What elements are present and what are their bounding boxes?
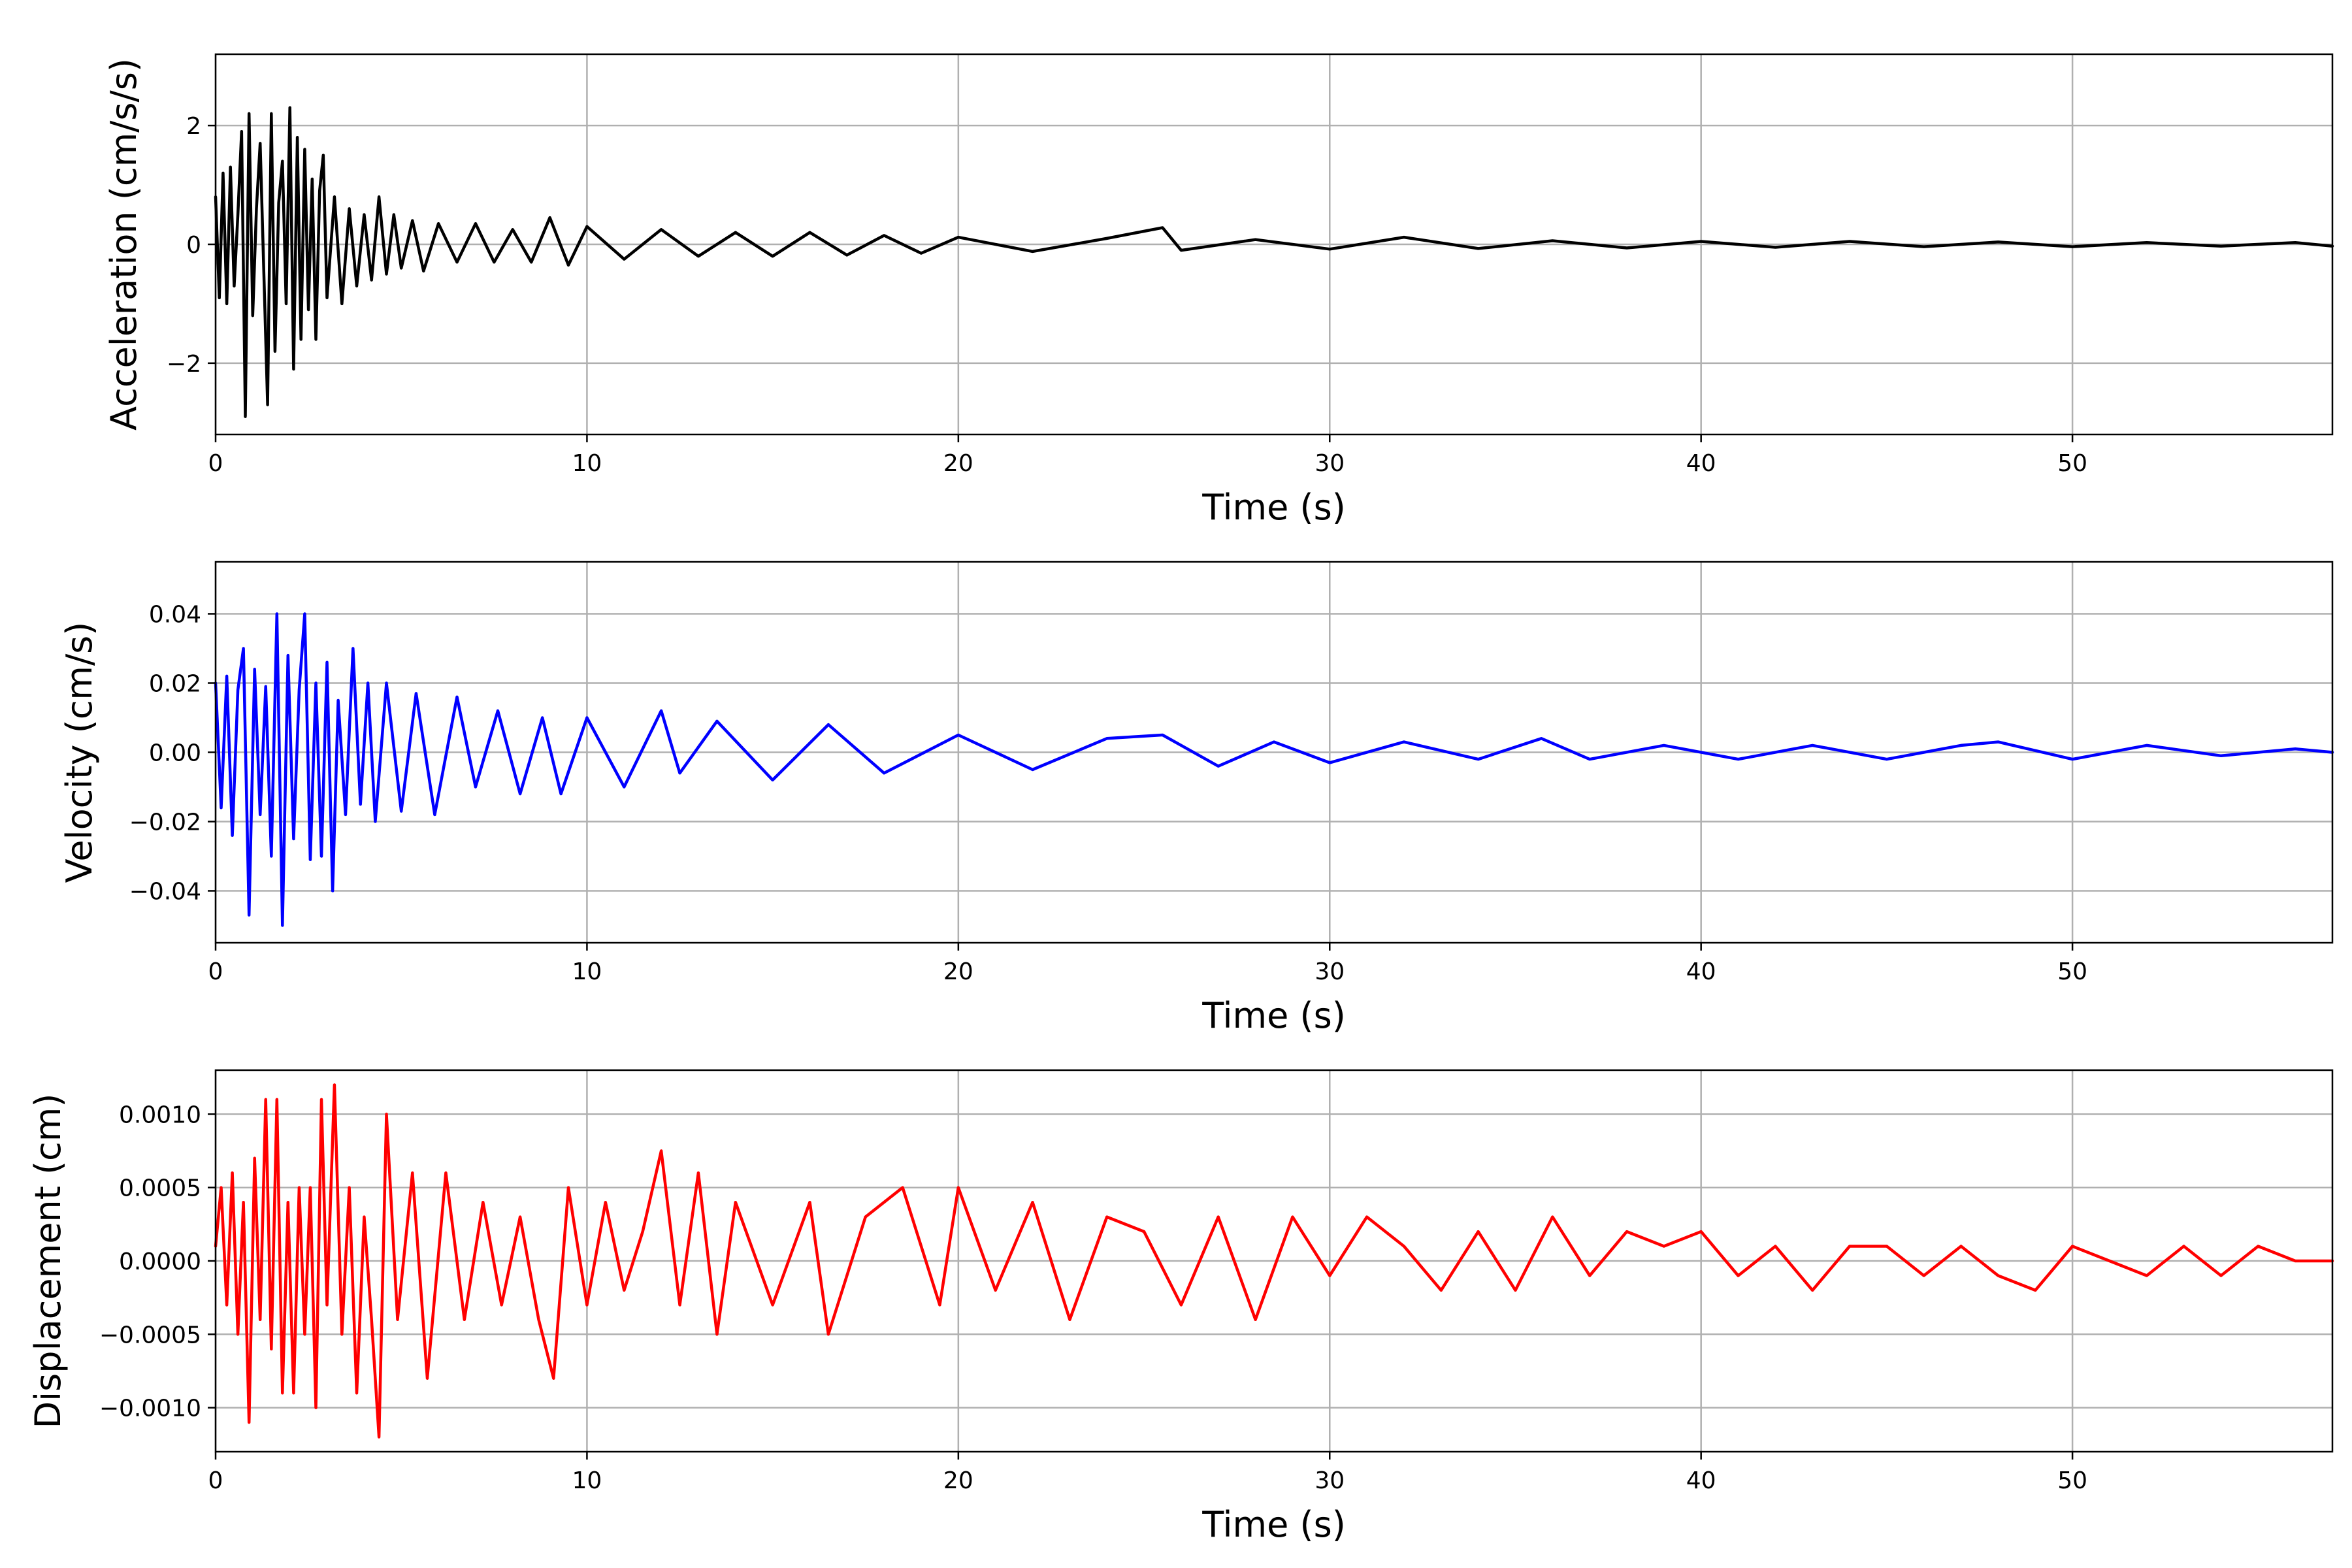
velocity-subplot: 0 10 20 30 40 50 −0.04 −0.02 0.00 0.02 0.04 Time (… — [59, 561, 2334, 1036]
displacement-x-tick-label: 10 — [572, 1467, 602, 1494]
displacement-x-tick-label: 0 — [208, 1467, 223, 1494]
acceleration-y-tick-label: 0 — [186, 232, 201, 259]
acceleration-x-axis-label: Time (s) — [1201, 487, 1346, 528]
velocity-y-tick-label: −0.04 — [129, 879, 201, 906]
displacement-x-tick-label: 20 — [943, 1467, 973, 1494]
velocity-x-tick-label: 20 — [943, 958, 973, 985]
displacement-series — [214, 1083, 2334, 1439]
acceleration-series — [214, 106, 2334, 418]
velocity-grid — [214, 562, 2332, 943]
acceleration-x-tick-label: 30 — [1315, 450, 1345, 477]
displacement-x-tick-label: 50 — [2057, 1467, 2087, 1494]
velocity-x-tick-label: 40 — [1686, 958, 1716, 985]
velocity-x-tick-label: 30 — [1315, 958, 1345, 985]
velocity-ticks: 0 10 20 30 40 50 −0.04 −0.02 0.00 0.02 0.04 — [129, 602, 2087, 986]
displacement-ticks: 0 10 20 30 40 50 −0.0010 −0.0005 0.0000 0.0005 0.0… — [99, 1102, 2087, 1494]
displacement-x-tick-label: 30 — [1315, 1467, 1345, 1494]
acceleration-y-tick-label: 2 — [186, 113, 201, 140]
displacement-y-axis-label: Displacement (cm) — [27, 1094, 69, 1429]
velocity-y-tick-label: 0.00 — [149, 740, 201, 767]
velocity-x-tick-label: 10 — [572, 958, 602, 985]
acceleration-ticks: 0 10 20 30 40 50 −2 0 2 — [167, 113, 2087, 477]
displacement-y-tick-label: 0.0000 — [119, 1249, 201, 1275]
acceleration-x-tick-label: 50 — [2057, 450, 2087, 477]
acceleration-x-tick-label: 10 — [572, 450, 602, 477]
velocity-y-tick-label: 0.04 — [149, 602, 201, 629]
displacement-y-tick-label: −0.0010 — [99, 1396, 201, 1422]
velocity-y-axis-label: Velocity (cm/s) — [59, 622, 100, 883]
displacement-y-tick-label: 0.0010 — [119, 1102, 201, 1128]
displacement-subplot: 0 10 20 30 40 50 −0.0010 −0.0005 0.0000 0.0005 0.0… — [27, 1069, 2334, 1545]
displacement-x-tick-label: 40 — [1686, 1467, 1716, 1494]
velocity-x-tick-label: 0 — [208, 958, 223, 985]
acceleration-x-tick-label: 40 — [1686, 450, 1716, 477]
acceleration-grid — [214, 54, 2332, 434]
acceleration-y-axis-label: Acceleration (cm/s/s) — [103, 58, 144, 431]
velocity-x-axis-label: Time (s) — [1201, 995, 1346, 1036]
velocity-x-tick-label: 50 — [2057, 958, 2087, 985]
velocity-y-tick-label: −0.02 — [129, 809, 201, 836]
displacement-x-axis-label: Time (s) — [1201, 1504, 1346, 1545]
velocity-series — [214, 612, 2334, 927]
acceleration-x-tick-label: 0 — [208, 450, 223, 477]
displacement-series-line — [214, 1083, 2334, 1439]
velocity-y-tick-label: 0.02 — [149, 671, 201, 698]
acceleration-x-tick-label: 20 — [943, 450, 973, 477]
velocity-series-line — [214, 612, 2334, 927]
acceleration-series-line — [214, 106, 2334, 418]
acceleration-y-tick-label: −2 — [167, 351, 201, 378]
acceleration-subplot: 0 10 20 30 40 50 −2 0 2 Time (s) Acceleration (c… — [103, 53, 2334, 528]
displacement-y-tick-label: −0.0005 — [99, 1322, 201, 1348]
displacement-y-tick-label: 0.0005 — [119, 1175, 201, 1202]
